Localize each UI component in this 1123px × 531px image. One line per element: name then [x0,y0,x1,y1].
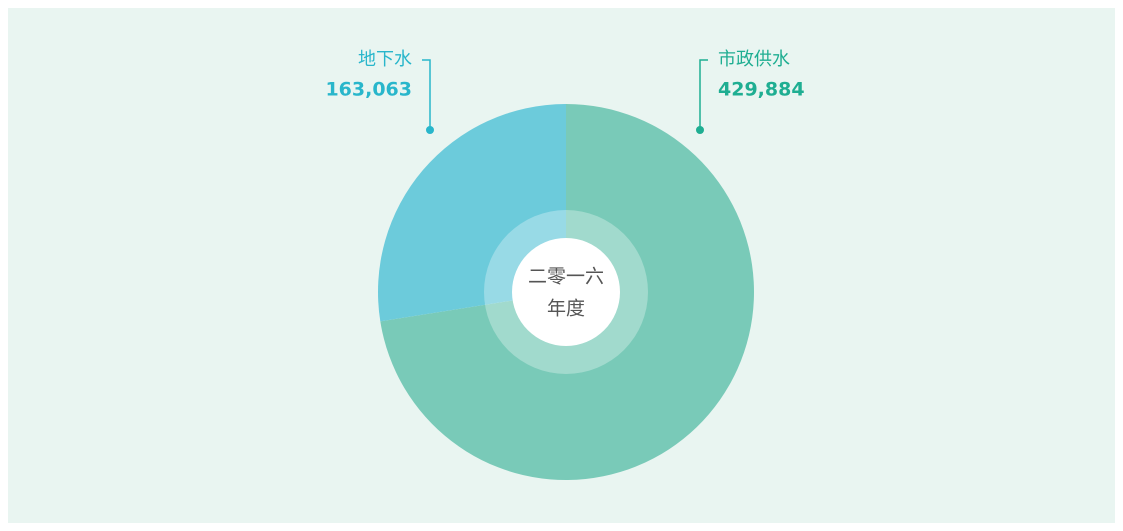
leader-dot [696,126,704,134]
leader-line [699,59,708,130]
slice-label: 地下水 [358,49,412,70]
leader-dot [426,126,434,134]
value-label: 163,063 [325,79,412,101]
center-text: 二零一六 [528,266,604,288]
center-circle [512,238,620,346]
leader-line [422,59,431,130]
slice-label: 市政供水 [718,49,790,70]
center-text: 年度 [547,298,585,320]
value-label: 429,884 [718,79,805,101]
